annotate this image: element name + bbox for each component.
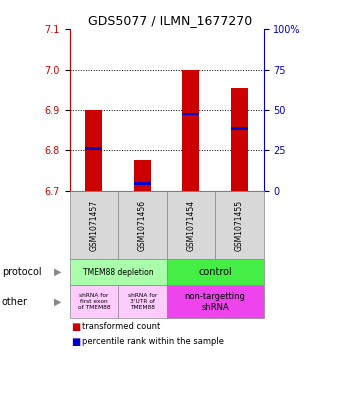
Text: ▶: ▶ [54,267,62,277]
Bar [231,88,248,191]
Text: protocol: protocol [2,267,41,277]
Text: GDS5077 / ILMN_1677270: GDS5077 / ILMN_1677270 [88,14,252,27]
Text: shRNA for
first exon
of TMEM88: shRNA for first exon of TMEM88 [78,293,110,310]
Text: transformed count: transformed count [82,322,160,331]
Bar [231,127,248,130]
Bar [85,110,102,191]
Text: GSM1071455: GSM1071455 [235,199,244,251]
Text: GSM1071454: GSM1071454 [186,199,195,251]
Bar [182,113,199,116]
Text: control: control [198,267,232,277]
Bar [85,147,102,150]
Bar [182,70,199,191]
Text: TMEM88 depletion: TMEM88 depletion [83,268,153,277]
Text: shRNA for
3'UTR of
TMEM88: shRNA for 3'UTR of TMEM88 [128,293,157,310]
Bar [134,182,151,185]
Text: ■: ■ [71,322,81,332]
Text: non-targetting
shRNA: non-targetting shRNA [185,292,245,312]
Text: GSM1071457: GSM1071457 [89,199,98,251]
Text: percentile rank within the sample: percentile rank within the sample [82,337,224,346]
Text: ▶: ▶ [54,297,62,307]
Text: ■: ■ [71,337,81,347]
Bar [134,160,151,191]
Text: GSM1071456: GSM1071456 [138,199,147,251]
Text: other: other [2,297,28,307]
